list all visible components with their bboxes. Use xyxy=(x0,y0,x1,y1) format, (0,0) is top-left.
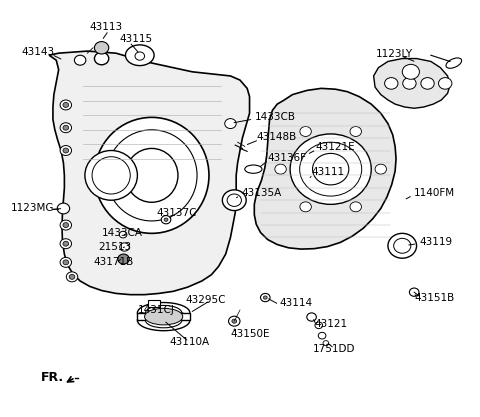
Text: 21513: 21513 xyxy=(98,242,132,252)
Ellipse shape xyxy=(125,148,178,202)
Circle shape xyxy=(63,260,69,265)
Circle shape xyxy=(95,53,109,65)
Text: 43111: 43111 xyxy=(312,167,345,177)
Ellipse shape xyxy=(125,45,154,65)
Text: 43295C: 43295C xyxy=(185,295,226,305)
Text: 1123LY: 1123LY xyxy=(376,49,413,59)
Text: 43121: 43121 xyxy=(314,319,347,329)
Circle shape xyxy=(394,239,411,253)
Circle shape xyxy=(120,243,129,251)
Circle shape xyxy=(323,341,329,346)
Text: 1431CJ: 1431CJ xyxy=(137,305,174,315)
Circle shape xyxy=(261,294,270,302)
Circle shape xyxy=(232,319,237,323)
Circle shape xyxy=(63,148,69,153)
Text: 1433CA: 1433CA xyxy=(102,228,143,238)
Circle shape xyxy=(290,134,371,204)
Text: 1751DD: 1751DD xyxy=(312,344,355,354)
Circle shape xyxy=(60,257,72,267)
Ellipse shape xyxy=(245,165,262,173)
Circle shape xyxy=(225,118,236,128)
Ellipse shape xyxy=(137,302,190,323)
Text: 43114: 43114 xyxy=(280,298,313,308)
Circle shape xyxy=(421,78,434,89)
Circle shape xyxy=(264,296,267,299)
Circle shape xyxy=(57,203,70,214)
Circle shape xyxy=(300,142,362,196)
Circle shape xyxy=(402,64,420,79)
Circle shape xyxy=(409,288,419,296)
Text: 43121E: 43121E xyxy=(315,142,355,152)
Circle shape xyxy=(60,146,72,156)
Circle shape xyxy=(318,332,326,339)
Ellipse shape xyxy=(145,305,182,320)
Circle shape xyxy=(63,241,69,246)
Ellipse shape xyxy=(92,157,130,194)
Circle shape xyxy=(228,316,240,326)
Circle shape xyxy=(69,274,75,279)
Circle shape xyxy=(66,272,78,282)
Circle shape xyxy=(403,78,416,89)
Text: 43148B: 43148B xyxy=(257,132,297,142)
Text: 43150E: 43150E xyxy=(230,329,270,339)
Text: 43119: 43119 xyxy=(419,237,452,247)
Ellipse shape xyxy=(144,308,183,325)
Bar xyxy=(137,313,190,320)
Ellipse shape xyxy=(145,313,182,328)
Text: 43171B: 43171B xyxy=(93,256,133,266)
Ellipse shape xyxy=(227,194,241,206)
Circle shape xyxy=(375,164,386,174)
Text: FR.: FR. xyxy=(40,371,64,384)
Ellipse shape xyxy=(222,190,246,211)
Circle shape xyxy=(95,42,109,54)
Circle shape xyxy=(60,100,72,110)
Ellipse shape xyxy=(95,117,209,234)
PathPatch shape xyxy=(49,51,250,295)
Text: 1123MG: 1123MG xyxy=(11,203,54,214)
Circle shape xyxy=(350,202,361,212)
PathPatch shape xyxy=(254,88,396,249)
Circle shape xyxy=(63,125,69,130)
Circle shape xyxy=(60,220,72,230)
Bar xyxy=(148,300,160,307)
Circle shape xyxy=(63,223,69,228)
Circle shape xyxy=(161,216,171,224)
Circle shape xyxy=(384,78,398,89)
Text: 1140FM: 1140FM xyxy=(414,188,456,198)
Circle shape xyxy=(300,202,312,212)
Ellipse shape xyxy=(107,130,197,221)
Text: 43143: 43143 xyxy=(22,47,55,57)
Text: 43115: 43115 xyxy=(120,35,153,45)
Circle shape xyxy=(74,55,86,65)
Circle shape xyxy=(63,103,69,108)
Circle shape xyxy=(388,234,417,258)
Circle shape xyxy=(350,126,361,136)
Circle shape xyxy=(164,218,168,221)
Text: 43135A: 43135A xyxy=(241,188,282,198)
Circle shape xyxy=(307,313,316,321)
Ellipse shape xyxy=(446,58,462,68)
Text: 43113: 43113 xyxy=(90,22,123,32)
Ellipse shape xyxy=(137,310,190,331)
Text: 1433CB: 1433CB xyxy=(254,112,295,122)
Ellipse shape xyxy=(85,151,137,200)
Circle shape xyxy=(60,239,72,249)
Circle shape xyxy=(60,123,72,133)
Text: 43137C: 43137C xyxy=(156,208,197,219)
Circle shape xyxy=(439,78,452,89)
Circle shape xyxy=(275,164,286,174)
Circle shape xyxy=(312,153,349,185)
Circle shape xyxy=(119,231,127,238)
Text: 43110A: 43110A xyxy=(169,337,209,347)
Text: 43136F: 43136F xyxy=(268,153,307,163)
Circle shape xyxy=(300,126,312,136)
Circle shape xyxy=(118,254,129,264)
Text: 43151B: 43151B xyxy=(415,293,455,303)
PathPatch shape xyxy=(373,58,450,108)
Circle shape xyxy=(135,52,144,60)
Circle shape xyxy=(315,322,323,329)
